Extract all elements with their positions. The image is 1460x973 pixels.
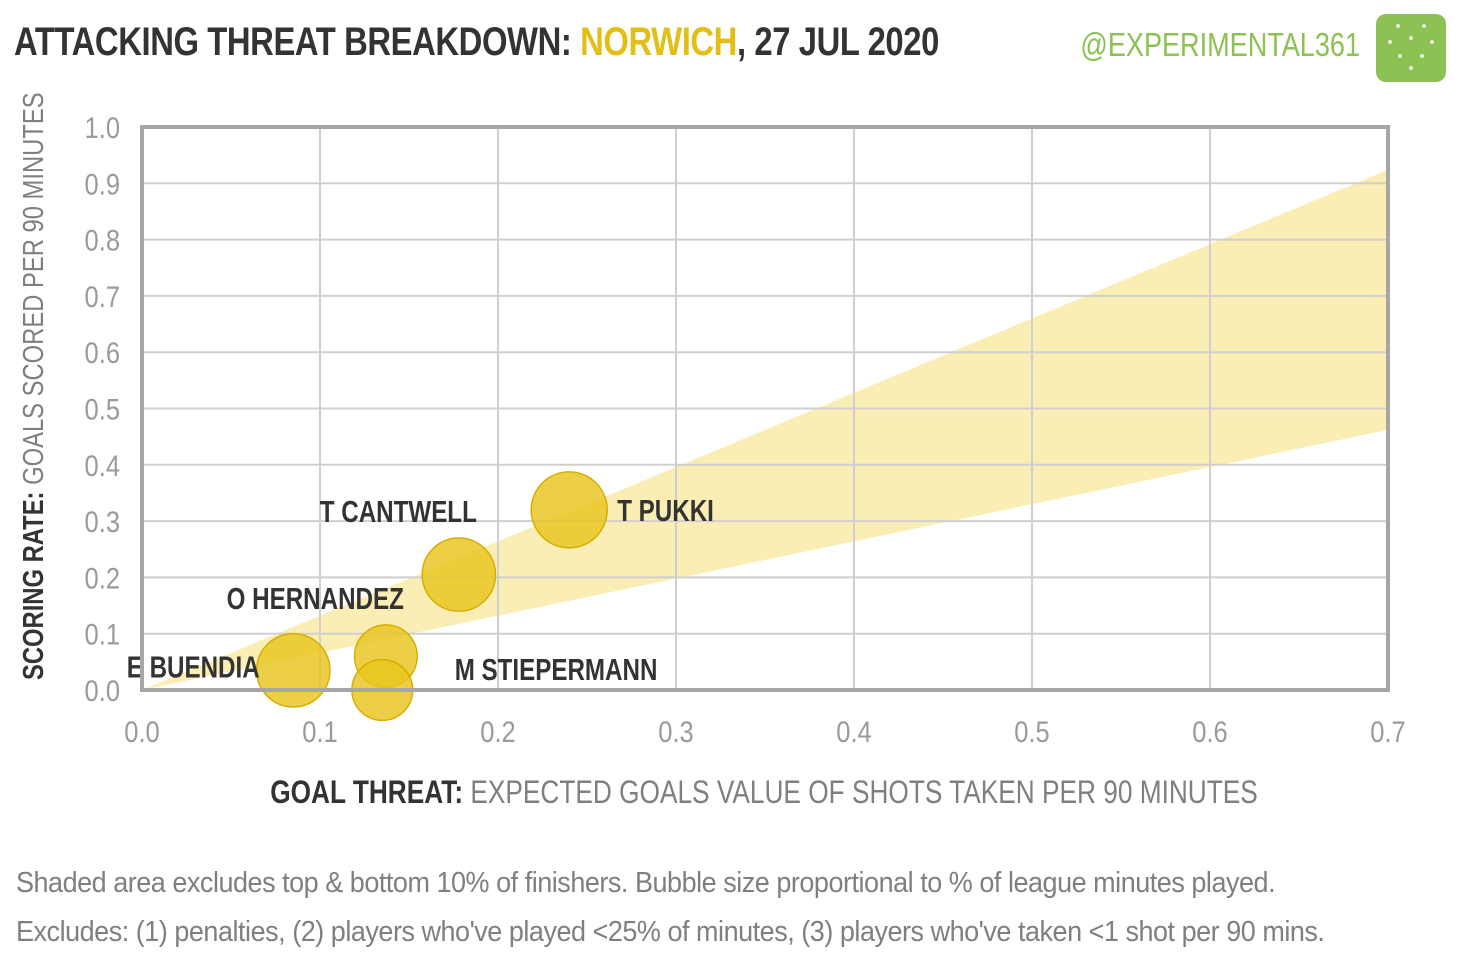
footnote-line-1: Shaded area excludes top & bottom 10% of…: [16, 867, 1276, 899]
x-axis-label-rest: EXPECTED GOALS VALUE OF SHOTS TAKEN PER …: [463, 774, 1258, 810]
player-bubble: [421, 537, 497, 612]
player-label: O HERNANDEZ: [227, 581, 404, 616]
pitch-dots: [1384, 22, 1438, 74]
x-tick-label: 0.7: [1370, 715, 1405, 748]
football-pitch-icon: [1376, 14, 1446, 82]
tick-labels: 0.0 0.1 0.2 0.3 0.4 0.5 0.6 0.7 0.0 0.1 0.2 0.3 0.4 0…: [85, 111, 1406, 748]
y-tick-label: 0.3: [85, 505, 120, 538]
player-bubble: [255, 632, 331, 708]
y-tick-label: 0.9: [85, 167, 120, 200]
y-tick-label: 0.7: [85, 280, 120, 313]
player-label: M STIEPERMANN: [455, 652, 658, 687]
title-team: NORWICH: [580, 20, 737, 64]
plot-frame: [140, 125, 1390, 692]
x-tick-label: 0.5: [1014, 715, 1049, 748]
player-label: T CANTWELL: [320, 494, 477, 529]
y-tick-label: 1.0: [85, 111, 120, 144]
title-suffix: , 27 JUL 2020: [736, 20, 939, 64]
y-tick-label: 0.1: [85, 618, 120, 651]
x-axis-label: GOAL THREAT: EXPECTED GOALS VALUE OF SHO…: [270, 774, 1258, 811]
player-labels: T PUKKI T CANTWELL O HERNANDEZ E BUENDIA M S…: [127, 493, 714, 687]
player-bubble: [530, 471, 608, 549]
x-tick-label: 0.6: [1192, 715, 1227, 748]
chart-title: ATTACKING THREAT BREAKDOWN: NORWICH, 27 …: [14, 20, 939, 65]
y-tick-label: 0.0: [85, 674, 120, 707]
title-prefix: ATTACKING THREAT BREAKDOWN:: [14, 20, 581, 64]
y-tick-label: 0.6: [85, 336, 120, 369]
x-axis-label-strong: GOAL THREAT:: [270, 774, 464, 810]
y-tick-label: 0.5: [85, 393, 120, 426]
x-tick-label: 0.1: [302, 715, 337, 748]
y-axis-label-strong: SCORING RATE:: [18, 491, 50, 680]
x-tick-label: 0.2: [480, 715, 515, 748]
footnote-line-2: Excludes: (1) penalties, (2) players who…: [16, 916, 1325, 948]
x-tick-label: 0.3: [658, 715, 693, 748]
y-axis-label-rest: GOALS SCORED PER 90 MINUTES: [18, 92, 50, 492]
player-label: E BUENDIA: [127, 649, 260, 684]
x-tick-label: 0.4: [836, 715, 871, 748]
player-label: T PUKKI: [617, 493, 714, 528]
y-tick-label: 0.8: [85, 224, 120, 257]
author-handle: @EXPERIMENTAL361: [1080, 26, 1360, 63]
y-tick-label: 0.4: [85, 449, 120, 482]
y-tick-label: 0.2: [85, 561, 120, 594]
bubbles: [255, 471, 608, 722]
y-axis-label: SCORING RATE: GOALS SCORED PER 90 MINUTE…: [18, 92, 51, 680]
x-tick-label: 0.0: [124, 715, 159, 748]
